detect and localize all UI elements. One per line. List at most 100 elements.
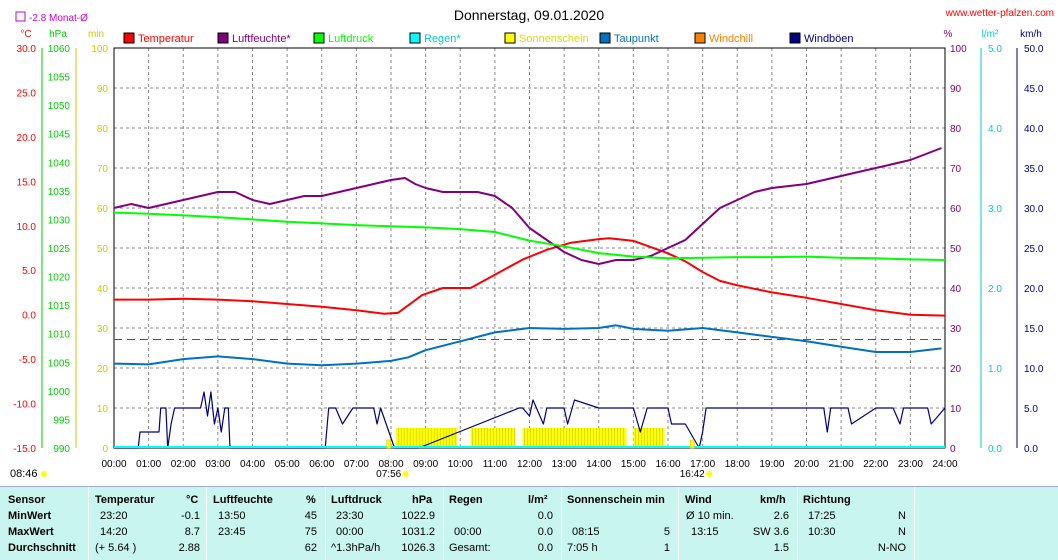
series-line-taupunkt [113,324,942,367]
temp-tick-label: -5.0 [19,355,37,366]
press-max-time: 00:00 [336,526,364,538]
rain-tick-label: 1.0 [988,364,1002,375]
row-label-max: MaxWert [8,526,54,538]
chart-grid [114,48,945,448]
sun-avg-value: 1 [663,542,670,554]
hum-tick-label: 90 [950,84,962,95]
sun-markers: 07:56 16:42 [376,439,713,480]
x-tick-label: 00:00 [101,459,126,470]
hum-tick-label: 100 [950,44,967,55]
wind-avg10-value: 2.6 [773,510,789,522]
temp-tick-label: 25.0 [17,88,37,99]
press-trend: ^1.3hPa/h [331,542,381,554]
sun-tick-label: 50 [97,244,109,255]
press-tick-label: 1050 [48,101,71,112]
x-tick-label: 19:00 [759,459,784,470]
temp-max-value: 8.7 [184,526,200,538]
press-header-unit: hPa [412,494,433,506]
press-tick-label: 1000 [48,387,71,398]
dir-min-value: N [898,510,906,522]
weather-chart: 30.0 25.0 20.0 15.0 10.0 5.0 0.0 -5.0 -10.0 -15.0… [10,7,1054,480]
press-min-value: 1022.9 [401,510,435,522]
corner-time: 08:46 [10,468,38,480]
wind-avg-value: 1.5 [773,542,789,554]
col-separator [325,487,326,560]
sunset-sun-icon [706,471,713,477]
sunset-marker [689,439,695,449]
sun-tick-label: 100 [91,44,108,55]
temp-avg-note: (+ 5.64 ) [95,542,137,554]
sun-max-time: 08:15 [572,526,600,538]
x-tick-label: 18:00 [725,459,750,470]
sun-tick-label: 70 [97,164,109,175]
col-separator [561,487,562,560]
wind-tick-label: 10.0 [1024,364,1044,375]
wind-tick-label: 5.0 [1024,404,1038,415]
press-tick-label: 1010 [48,330,71,341]
sun-tick-label: 0 [102,444,108,455]
hum-min-value: 45 [304,510,317,522]
sensor-header: Sensor [8,494,46,506]
rain-tick-label: 5.0 [988,44,1002,55]
series-line-windben [114,391,946,449]
site-link[interactable]: www.wetter-pfalzen.com [945,8,1054,19]
hum-tick-label: 0 [950,444,956,455]
hum-max-time: 23:45 [218,526,246,538]
rain-max-time: 00:00 [454,526,482,538]
legend-label: Sonnenschein [519,33,589,45]
legend: Temperatur Luftfeuchte* Luftdruck Regen* Son… [123,32,854,45]
x-tick-label: 22:00 [863,459,888,470]
series-line-luftdruck [113,211,946,261]
sunset-time-label: 16:42 [680,469,705,480]
temp-tick-label: -10.0 [13,400,36,411]
x-tick-label: 11:00 [483,459,508,470]
sun-tick-label: 40 [97,284,109,295]
temp-tick-label: 15.0 [17,177,37,188]
x-tick-label: 17:00 [690,459,715,470]
hum-tick-label: 40 [950,284,962,295]
dir-header: Richtung [803,494,851,506]
legend-swatch [409,32,421,44]
sun-unit: min [88,29,104,40]
x-tick-label: 14:00 [586,459,611,470]
temp-max-time: 14:20 [100,526,128,538]
col-separator [443,487,444,560]
sunshine-bars [396,428,665,448]
x-tick-label: 08:00 [378,459,403,470]
press-tick-label: 1035 [48,187,71,198]
hum-tick-label: 80 [950,124,962,135]
temp-tick-label: 20.0 [17,133,37,144]
legend-label: Temperatur [138,33,194,45]
wind-tick-label: 35.0 [1024,164,1044,175]
sunshine-bar [522,428,627,448]
sun-tick-label: 80 [97,124,109,135]
legend-label: Taupunkt [614,33,659,45]
x-tick-label: 07:00 [344,459,369,470]
rain-max-value: 0.0 [537,526,553,538]
rain-unit: l/m² [982,29,999,40]
rain-header: Regen [449,494,483,506]
dir-max-time: 10:30 [808,526,836,538]
legend-swatch [313,32,325,44]
sun-total-hours: 7:05 h [567,542,598,554]
x-tick-label: 06:00 [309,459,334,470]
wind-header-unit: km/h [760,494,786,506]
sunrise-sun-icon [402,471,409,477]
legend-swatch [123,32,135,44]
sunrise-marker [386,439,391,449]
temp-tick-label: 10.0 [17,222,37,233]
x-tick-label: 03:00 [205,459,230,470]
temp-tick-label: 5.0 [22,266,36,277]
legend-label: Luftfeuchte* [232,33,291,45]
x-tick-label: 21:00 [829,459,854,470]
legend-swatch [789,32,801,44]
corner-sun-icon [41,471,47,477]
chart-title: Donnerstag, 09.01.2020 [454,7,604,23]
legend-swatch [217,32,229,44]
x-tick-label: 15:00 [621,459,646,470]
col-separator [678,487,679,560]
rain-total-value: 0.0 [537,542,553,554]
wind-tick-label: 45.0 [1024,84,1044,95]
col-separator [914,487,915,560]
stats-table: Sensor MinWert MaxWert Durchschnitt Temp… [0,486,1058,560]
